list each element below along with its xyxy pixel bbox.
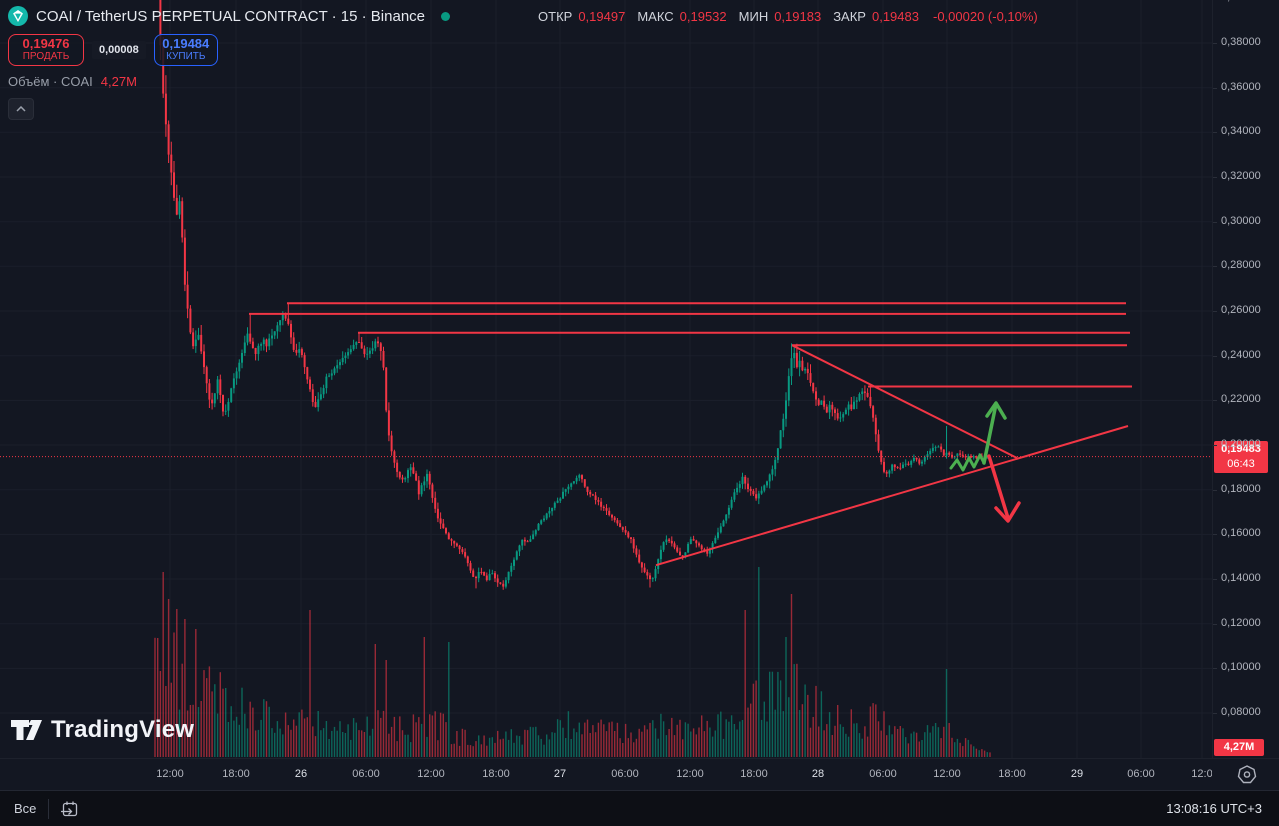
ohlc-readout: ОТКР 0,19497 МАКС 0,19532 МИН 0,19183 ЗАКР 0… bbox=[538, 9, 1038, 24]
chevron-up-icon bbox=[16, 106, 26, 112]
time-tick-label: 12:0 bbox=[1191, 768, 1212, 780]
axis-settings-icon[interactable] bbox=[1236, 764, 1258, 786]
time-axis[interactable]: 12:00 18:00 26 06:00 12:00 18:00 27 06:00 12:00 1… bbox=[0, 758, 1279, 791]
volume-indicator-value: 4,27M bbox=[100, 74, 137, 89]
price-tickmark bbox=[1213, 311, 1217, 312]
buy-label: КУПИТЬ bbox=[166, 51, 206, 62]
time-tick-label: 06:00 bbox=[1127, 768, 1155, 780]
sell-price: 0,19476 bbox=[22, 36, 70, 51]
time-tick-label: 18:00 bbox=[482, 768, 510, 780]
price-tick-label: 0,10000 bbox=[1221, 661, 1261, 673]
price-tickmark bbox=[1213, 266, 1217, 267]
time-tick-label: 18:00 bbox=[740, 768, 768, 780]
time-tick-label: 18:00 bbox=[222, 768, 250, 780]
tradingview-logo-icon bbox=[11, 720, 42, 740]
price-tickmark bbox=[1213, 43, 1217, 44]
time-tick-label: 27 bbox=[553, 768, 567, 780]
last-price-badge: 0,19483 06:43 bbox=[1214, 440, 1268, 473]
price-tickmark bbox=[1213, 579, 1217, 580]
price-tick-label: 0,36000 bbox=[1221, 81, 1261, 93]
buy-price: 0,19484 bbox=[162, 36, 210, 51]
watermark-text: TradingView bbox=[51, 716, 195, 743]
price-tick-label: 0,32000 bbox=[1221, 170, 1261, 182]
price-tick-label: 0,20000 bbox=[1221, 438, 1261, 450]
spread-value: 0,00008 bbox=[92, 41, 146, 59]
price-tick-label: 0,16000 bbox=[1221, 527, 1261, 539]
price-tick-label: 0,30000 bbox=[1221, 215, 1261, 227]
tradingview-watermark: TradingView bbox=[10, 716, 194, 744]
session-clock[interactable]: 13:08:16 UTC+3 bbox=[1166, 801, 1262, 816]
price-tick-label: 0,18000 bbox=[1221, 483, 1261, 495]
time-tick-row: 12:00 18:00 26 06:00 12:00 18:00 27 06:00 12:00 1… bbox=[0, 759, 1212, 791]
bar-countdown: 06:43 bbox=[1227, 457, 1255, 470]
price-tick-label: 0,22000 bbox=[1221, 393, 1261, 405]
time-tick-label: 29 bbox=[1070, 768, 1084, 780]
market-status-dot-icon[interactable] bbox=[441, 11, 451, 21]
change-value: -0,00020 (-0,10%) bbox=[932, 8, 1038, 24]
go-to-date-icon[interactable] bbox=[60, 799, 80, 819]
price-tick-label: 0,08000 bbox=[1221, 706, 1261, 718]
price-tickmark bbox=[1213, 356, 1217, 357]
low-value: 0,19183 bbox=[774, 8, 822, 24]
candlestick-chart[interactable] bbox=[0, 0, 1212, 758]
coai-coin-icon bbox=[8, 6, 28, 26]
high-value: 0,19532 bbox=[679, 8, 727, 24]
price-tickmark bbox=[1213, 445, 1217, 446]
price-tickmark bbox=[1213, 177, 1217, 178]
price-tickmark bbox=[1213, 88, 1217, 89]
time-tick-label: 12:00 bbox=[676, 768, 704, 780]
footer-divider bbox=[48, 799, 49, 819]
price-tick-label: 0,12000 bbox=[1221, 617, 1261, 629]
time-tick-label: 26 bbox=[294, 768, 308, 780]
price-tickmark bbox=[1213, 534, 1217, 535]
legend-collapse-button[interactable] bbox=[8, 98, 34, 120]
price-tickmark bbox=[1213, 624, 1217, 625]
price-tickmark bbox=[1213, 222, 1217, 223]
open-value: 0,19497 bbox=[578, 8, 626, 24]
price-tick-label: 0,24000 bbox=[1221, 349, 1261, 361]
sell-label: ПРОДАТЬ bbox=[22, 51, 70, 62]
price-tick-label: 0,34000 bbox=[1221, 125, 1261, 137]
price-tickmark bbox=[1213, 400, 1217, 401]
symbol-title[interactable]: COAI / TetherUS PERPETUAL CONTRACT · 15 … bbox=[36, 7, 426, 25]
footer-toolbar: Все 13:08:16 UTC+3 bbox=[0, 790, 1279, 826]
price-tick-label: 0,14000 bbox=[1221, 572, 1261, 584]
time-tick-label: 28 bbox=[811, 768, 825, 780]
sell-button[interactable]: 0,19476 ПРОДАТЬ bbox=[8, 34, 84, 66]
open-label: ОТКР bbox=[538, 8, 573, 24]
volume-indicator-label[interactable]: Объём · COAI bbox=[8, 74, 93, 89]
price-tickmark bbox=[1213, 668, 1217, 669]
close-label: ЗАКР bbox=[833, 8, 866, 24]
chart-pane[interactable] bbox=[0, 0, 1212, 758]
time-tick-label: 12:00 bbox=[417, 768, 445, 780]
price-tick-label: 0,28000 bbox=[1221, 259, 1261, 271]
time-tick-label: 12:00 bbox=[933, 768, 961, 780]
close-value: 0,19483 bbox=[871, 8, 919, 24]
time-tick-label: 18:00 bbox=[998, 768, 1026, 780]
price-tick-label: 0,26000 bbox=[1221, 304, 1261, 316]
time-tick-label: 12:00 bbox=[156, 768, 184, 780]
buy-button[interactable]: 0,19484 КУПИТЬ bbox=[153, 34, 218, 66]
time-tick-label: 06:00 bbox=[352, 768, 380, 780]
time-tick-label: 06:00 bbox=[611, 768, 639, 780]
price-tick-label: 0,38000 bbox=[1221, 36, 1261, 48]
chart-legend: COAI / TetherUS PERPETUAL CONTRACT · 15 … bbox=[8, 4, 1038, 120]
date-range-button[interactable]: Все bbox=[14, 801, 37, 816]
last-price-value: 0,19483 bbox=[1221, 442, 1261, 455]
time-tick-label: 06:00 bbox=[869, 768, 897, 780]
volume-axis-badge: 4,27M bbox=[1214, 739, 1264, 756]
price-tickmark bbox=[1213, 713, 1217, 714]
price-tickmark bbox=[1213, 490, 1217, 491]
price-tickmark bbox=[1213, 132, 1217, 133]
low-label: МИН bbox=[738, 8, 769, 24]
high-label: МАКС bbox=[637, 8, 674, 24]
